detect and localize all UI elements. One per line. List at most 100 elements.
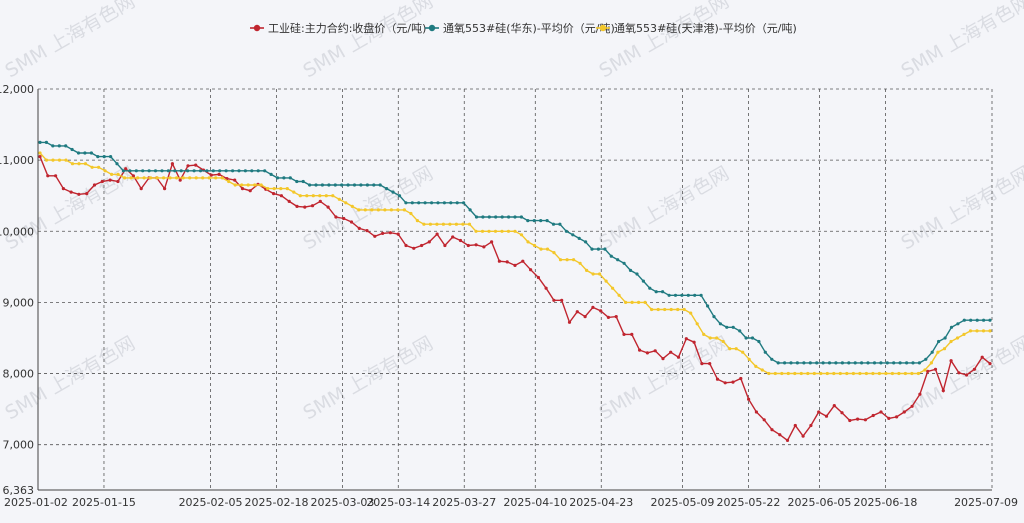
data-point-series-3 xyxy=(630,300,634,304)
data-point-series-3 xyxy=(864,371,869,376)
data-point-series-1 xyxy=(466,243,470,248)
data-point-series-3 xyxy=(624,300,628,304)
x-tick-label: 2025-02-05 xyxy=(179,496,243,509)
data-point-series-3 xyxy=(201,176,205,180)
data-point-series-1 xyxy=(856,417,860,421)
data-point-series-2 xyxy=(128,169,132,173)
data-point-series-3 xyxy=(689,311,693,315)
data-point-series-1 xyxy=(684,337,688,341)
data-point-series-2 xyxy=(89,151,93,155)
data-point-series-1 xyxy=(92,183,97,187)
data-point-series-3 xyxy=(246,183,250,187)
data-point-series-3 xyxy=(981,329,986,333)
data-point-series-2 xyxy=(494,215,498,219)
data-point-series-2 xyxy=(102,155,106,159)
data-point-series-3 xyxy=(702,332,706,336)
y-tick-label: 6,363 xyxy=(3,484,35,497)
data-point-series-2 xyxy=(706,304,710,308)
data-point-series-1 xyxy=(840,411,844,415)
data-point-series-1 xyxy=(272,192,276,196)
data-point-series-3 xyxy=(305,194,309,198)
data-point-series-3 xyxy=(682,307,686,312)
data-point-series-2 xyxy=(38,140,42,144)
grid-lines xyxy=(37,88,993,491)
data-point-series-1 xyxy=(793,423,797,428)
data-point-series-3 xyxy=(409,211,413,216)
data-point-series-1 xyxy=(318,199,322,203)
data-point-series-3 xyxy=(799,371,803,376)
data-point-series-2 xyxy=(815,361,819,365)
data-point-series-1 xyxy=(980,355,984,359)
data-point-series-1 xyxy=(334,215,338,219)
data-point-series-1 xyxy=(131,174,135,178)
legend-item-1: 工业硅:主力合约:收盘价（元/吨) xyxy=(250,21,426,35)
data-point-series-2 xyxy=(673,293,678,297)
data-point-series-2 xyxy=(51,144,55,148)
data-point-series-2 xyxy=(975,318,979,322)
legend-item-3: 通氧553#硅(天津港)-平均价（元/吨) xyxy=(596,21,797,35)
data-point-series-3 xyxy=(858,371,862,376)
data-point-series-3 xyxy=(793,371,797,376)
data-point-series-3 xyxy=(181,176,185,180)
data-point-series-2 xyxy=(481,215,485,219)
data-point-series-1 xyxy=(209,173,213,177)
data-point-series-2 xyxy=(712,315,716,319)
series-layer xyxy=(38,140,992,442)
data-point-series-1 xyxy=(108,178,112,182)
data-point-series-1 xyxy=(863,418,868,422)
data-point-series-2 xyxy=(256,169,260,173)
data-point-series-1 xyxy=(521,259,525,263)
data-point-series-2 xyxy=(898,361,902,365)
data-point-series-3 xyxy=(454,222,458,226)
data-point-series-2 xyxy=(397,194,402,198)
data-point-series-2 xyxy=(988,318,992,322)
data-point-series-1 xyxy=(178,178,182,182)
data-point-series-3 xyxy=(376,208,380,212)
data-point-series-3 xyxy=(467,222,472,226)
data-point-series-3 xyxy=(188,176,192,180)
data-point-series-1 xyxy=(186,164,190,168)
data-point-series-1 xyxy=(715,377,720,381)
data-point-series-1 xyxy=(279,194,283,198)
data-point-series-1 xyxy=(731,380,735,384)
data-point-series-3 xyxy=(552,251,556,255)
data-point-series-3 xyxy=(415,219,419,223)
data-point-series-1 xyxy=(443,243,447,248)
data-point-series-3 xyxy=(773,371,777,376)
data-point-series-1 xyxy=(754,410,759,414)
x-tick-label: 2025-05-22 xyxy=(716,496,780,509)
data-point-series-1 xyxy=(630,332,634,336)
data-point-series-3 xyxy=(916,371,921,376)
data-point-series-1 xyxy=(513,263,517,267)
data-point-series-1 xyxy=(139,187,143,191)
x-tick-label: 2025-01-02 xyxy=(4,496,68,509)
data-point-series-3 xyxy=(175,176,179,180)
data-point-series-1 xyxy=(599,309,603,313)
data-point-series-2 xyxy=(571,233,575,237)
data-point-series-2 xyxy=(757,339,761,344)
data-point-series-1 xyxy=(69,190,73,194)
data-point-series-2 xyxy=(308,183,312,187)
data-point-series-3 xyxy=(754,364,758,368)
data-point-series-2 xyxy=(282,176,286,180)
data-point-series-1 xyxy=(404,243,408,248)
data-point-series-2 xyxy=(109,155,113,159)
data-point-series-2 xyxy=(462,201,466,205)
data-point-series-3 xyxy=(598,272,602,276)
data-point-series-3 xyxy=(936,350,940,354)
data-point-series-1 xyxy=(910,404,914,408)
data-point-series-3 xyxy=(513,229,517,233)
data-point-series-1 xyxy=(941,389,945,393)
data-point-series-1 xyxy=(85,192,89,196)
watermark-text: SMM 上海有色网 xyxy=(300,162,437,254)
data-point-series-2 xyxy=(603,247,607,251)
data-point-series-2 xyxy=(275,176,280,180)
data-point-series-2 xyxy=(410,201,414,205)
data-point-series-1 xyxy=(653,349,657,353)
data-point-series-1 xyxy=(412,246,416,250)
data-point-series-1 xyxy=(832,404,836,408)
data-point-series-2 xyxy=(840,361,845,365)
data-point-series-2 xyxy=(744,336,748,340)
data-point-series-2 xyxy=(327,183,331,187)
data-point-series-3 xyxy=(721,339,725,344)
